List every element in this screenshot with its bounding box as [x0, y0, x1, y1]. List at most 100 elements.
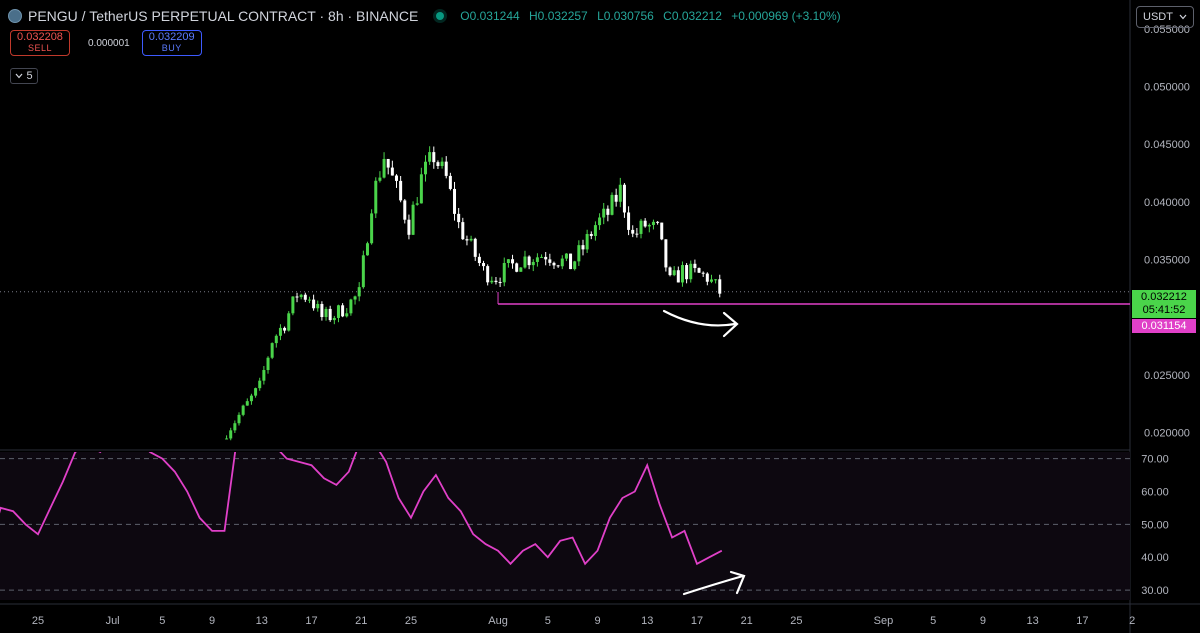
candle-body [283, 327, 287, 331]
market-open-status-icon [436, 12, 445, 20]
candle-body [486, 266, 490, 283]
price-tick-label: 0.035000 [1144, 255, 1190, 267]
candle-body [515, 263, 519, 272]
bar-countdown: 05:41:52 [1142, 304, 1186, 316]
candle-body [274, 335, 278, 344]
candle-body [465, 239, 469, 241]
candle-body [320, 303, 324, 318]
current-price-label: 0.032212 05:41:52 [1132, 290, 1196, 318]
rsi-tick-label: 30.00 [1141, 585, 1169, 597]
candle-body [560, 258, 564, 267]
time-tick-label: 5 [545, 615, 551, 627]
time-tick-label: 25 [405, 615, 417, 627]
candle-body [643, 220, 647, 227]
candle-body [262, 370, 266, 381]
current-price-value: 0.032212 [1141, 291, 1187, 303]
chevron-down-icon [1179, 14, 1187, 20]
ohlc-low: L0.030756 [597, 9, 654, 23]
candle-body [312, 299, 316, 309]
candle-body [229, 430, 233, 439]
candle-body [511, 259, 515, 264]
candle-body [278, 327, 282, 336]
candle-body [680, 265, 684, 283]
candle-body [403, 200, 407, 220]
candle-body [697, 268, 701, 273]
annotation-layer [662, 309, 746, 596]
symbol-title[interactable]: PENGU / TetherUS PERPETUAL CONTRACT · 8h… [28, 8, 419, 24]
candle-body [324, 308, 328, 318]
time-tick-label: 2 [1129, 615, 1135, 627]
buy-button[interactable]: 0.032209 BUY [141, 30, 202, 56]
sell-button[interactable]: 0.032208 SELL [10, 30, 70, 56]
candle-body [498, 282, 502, 284]
candle-body [424, 161, 428, 175]
candle-body [540, 256, 544, 258]
candle-body [394, 175, 398, 181]
price-tick-label: 0.045000 [1144, 139, 1190, 151]
candle-body [531, 261, 535, 266]
candle-body [477, 256, 481, 264]
rsi-background [0, 452, 1130, 600]
candle-body [602, 208, 606, 218]
price-arrowhead [722, 311, 739, 338]
candle-body [490, 280, 494, 283]
candle-body [672, 270, 676, 276]
candle-body [266, 357, 270, 371]
candle-body [705, 273, 709, 282]
candle-body [598, 217, 602, 226]
candle-body [585, 234, 589, 250]
candle-body [519, 267, 523, 272]
candle-body [225, 438, 229, 440]
candle-body [386, 158, 390, 168]
rsi-line [0, 452, 723, 566]
candle-body [664, 239, 668, 268]
axis-layer: 0.020000 0.025000 0.035000 0.040000 0.045000… [32, 24, 1190, 627]
rsi-tick-label: 60.00 [1141, 486, 1169, 498]
time-tick-label: 9 [980, 615, 986, 627]
rsi-pane[interactable] [0, 436, 1130, 600]
time-tick-label: 5 [930, 615, 936, 627]
indicators-toggle-button[interactable]: 5 [10, 68, 38, 84]
candle-body [627, 212, 631, 230]
time-tick-label: 21 [355, 615, 367, 627]
time-tick-label: 25 [32, 615, 44, 627]
price-tick-label: 0.050000 [1144, 82, 1190, 94]
time-tick-label: 17 [691, 615, 703, 627]
ohlc-legend: O0.031244 H0.032257 L0.030756 C0.032212 … [460, 9, 840, 23]
time-tick-label: 13 [1027, 615, 1039, 627]
level-price-label: 0.031154 [1132, 319, 1196, 333]
candle-body [556, 265, 560, 267]
candle-body [411, 204, 415, 235]
candle-body [457, 213, 461, 223]
candle-body [444, 161, 448, 176]
time-tick-label: 21 [741, 615, 753, 627]
rsi-tick-label: 50.00 [1141, 519, 1169, 531]
candle-body [527, 256, 531, 266]
candle-body [370, 213, 374, 244]
candle-body [482, 263, 486, 267]
sell-label: SELL [27, 43, 53, 53]
candle-body [382, 158, 386, 178]
candle-body [668, 267, 672, 276]
currency-value: USDT [1143, 11, 1173, 23]
time-tick-label: 9 [209, 615, 215, 627]
candle-body [254, 388, 258, 396]
candle-body [631, 229, 635, 234]
candle-body [618, 184, 622, 202]
time-tick-label: 13 [256, 615, 268, 627]
ohlc-change: +0.000969 (+3.10%) [731, 9, 841, 23]
currency-select[interactable]: USDT [1136, 6, 1194, 28]
candle-body [303, 294, 307, 300]
candle-body [365, 243, 369, 256]
candle-body [419, 174, 423, 204]
candle-layer [225, 146, 722, 441]
time-tick-label: 5 [159, 615, 165, 627]
candle-body [461, 222, 465, 240]
time-tick-label: 13 [641, 615, 653, 627]
candle-body [407, 219, 411, 235]
candle-body [374, 180, 378, 214]
indicators-count: 5 [26, 70, 33, 82]
candle-body [349, 299, 353, 314]
